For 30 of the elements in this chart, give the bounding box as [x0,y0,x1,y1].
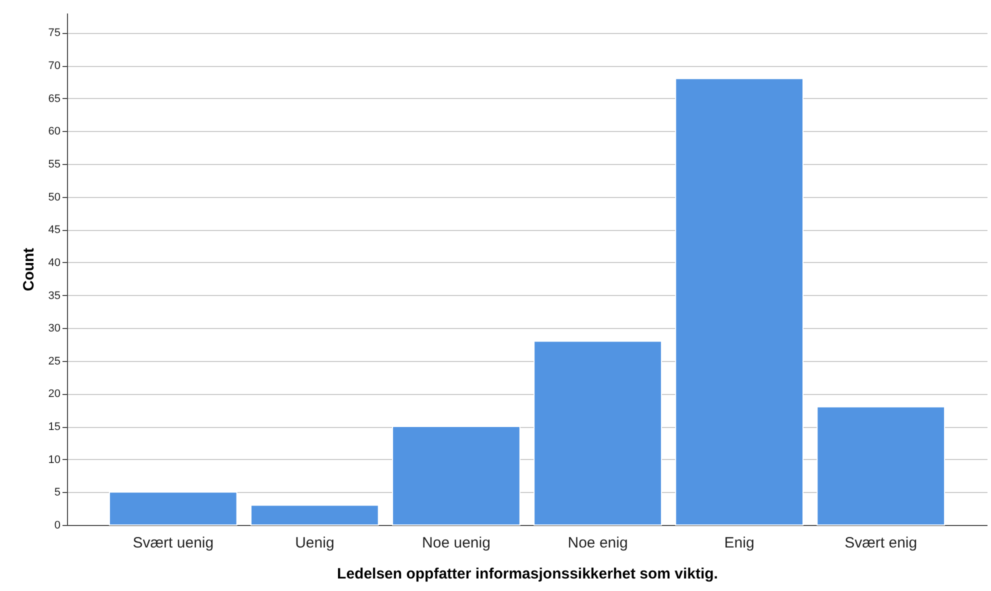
x-tick-label: Svært uenig [132,534,214,552]
x-tick-label: Uenig [295,534,334,552]
y-tick-label: 65 [48,92,60,105]
y-tick-label: 45 [48,224,60,236]
y-tick-label: 75 [48,27,60,40]
bar [816,406,946,526]
y-tick-label: 35 [48,290,60,302]
bar [534,340,662,526]
bar [675,78,804,526]
y-tick-label: 15 [48,421,60,434]
y-tick-label: 60 [48,126,60,138]
y-axis-title: Count [20,248,38,292]
y-tick-label: 25 [48,355,60,368]
y-tick-label: 5 [54,486,60,499]
bar [250,504,379,526]
x-axis-title: Ledelsen oppfatter informasjonssikkerhet som viktig. [337,566,718,582]
x-tick-label: Noe enig [568,534,628,552]
x-tick-label: Noe uenig [422,534,490,552]
y-tick-label: 30 [48,322,60,335]
bar [108,492,238,526]
y-tick-label: 20 [48,388,60,400]
y-tick-label: 0 [54,520,60,532]
y-tick-label: 55 [48,158,60,170]
y-tick-label: 50 [48,191,60,204]
x-tick-label: Enig [724,534,754,552]
y-tick-label: 40 [48,256,60,269]
x-tick-label: Svært enig [844,534,918,552]
bar [392,426,520,526]
y-tick-label: 10 [48,454,60,466]
y-tick-label: 70 [48,60,60,72]
